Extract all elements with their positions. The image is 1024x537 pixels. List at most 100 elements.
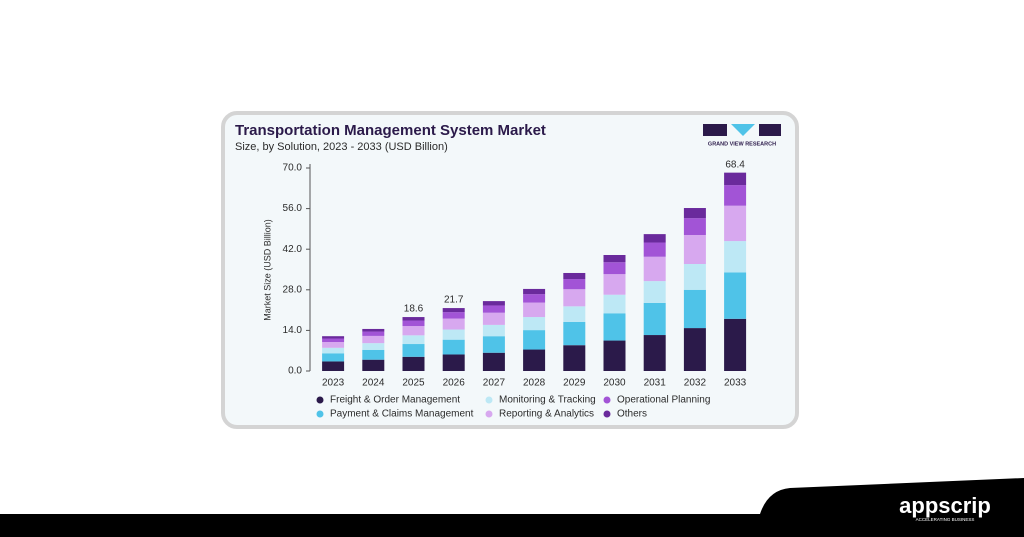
bar-segment [683, 208, 706, 219]
bar-segment [563, 321, 586, 346]
chart-subtitle: Size, by Solution, 2023 - 2033 (USD Bill… [235, 141, 448, 153]
bar-segment [362, 331, 385, 336]
x-tick-label: 2024 [362, 378, 385, 389]
y-axis-label: Market Size (USD Billion) [262, 219, 272, 321]
bar-segment [724, 185, 747, 206]
bar-segment [643, 281, 666, 303]
bar-segment [724, 241, 747, 273]
bar-segment [683, 234, 706, 264]
x-tick-label: 2030 [603, 378, 626, 389]
bar-segment [563, 289, 586, 307]
bar-segment [482, 336, 505, 353]
bar-segment [683, 218, 706, 235]
bar-segment [362, 335, 385, 344]
total-label: 18.6 [404, 304, 424, 315]
bar-segment [322, 338, 345, 342]
legend-swatch [603, 410, 611, 418]
y-tick-label: 0.0 [288, 366, 302, 377]
bar-segment [482, 324, 505, 337]
legend-label: Monitoring & Tracking [499, 395, 596, 406]
x-tick-label: 2029 [563, 378, 586, 389]
bar-segment [482, 312, 505, 325]
total-label: 68.4 [725, 159, 745, 170]
y-tick-label: 42.0 [283, 244, 303, 255]
bar-segment [603, 340, 626, 371]
legend-label: Freight & Order Management [330, 395, 460, 406]
bar-segment [362, 349, 385, 360]
bar-segment [402, 326, 425, 336]
bar-segment [523, 317, 546, 331]
bar-segment [482, 301, 505, 306]
bar-segment [643, 234, 666, 243]
bar-segment [482, 352, 505, 371]
x-tick-label: 2032 [684, 378, 707, 389]
legend-label: Others [617, 409, 647, 420]
logo-block [759, 124, 781, 136]
x-tick-label: 2031 [644, 378, 667, 389]
legend-swatch [485, 410, 493, 418]
legend-label: Operational Planning [617, 395, 710, 406]
bar-segment [402, 317, 425, 321]
logo-block [731, 124, 755, 136]
bar-segment [322, 361, 345, 371]
bar-segment [724, 318, 747, 371]
bar-segment [322, 342, 345, 348]
bar-segment [643, 256, 666, 282]
bar-segment [643, 242, 666, 257]
bar-segment [402, 344, 425, 357]
bar-segment [724, 272, 747, 319]
bar-segment [442, 339, 465, 355]
bar-segment [322, 336, 345, 339]
bar-segment [482, 305, 505, 313]
legend-swatch [316, 396, 324, 404]
bar-segment [523, 288, 546, 295]
footer-band [0, 478, 1024, 537]
brand-tagline: ACCELERATING BUSINESS [916, 517, 975, 522]
legend-swatch [603, 396, 611, 404]
chart-title: Transportation Management System Market [235, 122, 546, 139]
logo-block [703, 124, 727, 136]
bar-segment [442, 318, 465, 330]
bar-segment [442, 354, 465, 371]
brand-logo: appscrip [899, 493, 991, 518]
bar-segment [362, 343, 385, 350]
y-tick-label: 70.0 [283, 163, 303, 174]
bar-segment [523, 330, 546, 350]
x-tick-label: 2033 [724, 378, 747, 389]
x-tick-label: 2023 [322, 378, 345, 389]
bar-segment [322, 347, 345, 354]
bar-segment [322, 353, 345, 362]
bar-segment [402, 320, 425, 327]
bar-segment [402, 356, 425, 371]
bar-segment [563, 306, 586, 322]
bar-segment [523, 349, 546, 371]
bar-segment [683, 263, 706, 290]
x-tick-label: 2028 [523, 378, 546, 389]
bar-segment [402, 335, 425, 345]
chart-card [221, 111, 799, 429]
legend-label: Payment & Claims Management [330, 409, 474, 420]
bar-segment [603, 294, 626, 314]
y-tick-label: 14.0 [283, 325, 303, 336]
bar-segment [603, 313, 626, 341]
bar-segment [442, 312, 465, 319]
bar-segment [523, 294, 546, 303]
legend-swatch [485, 396, 493, 404]
bar-segment [683, 328, 706, 371]
bar-segment [563, 345, 586, 371]
gvr-logo: GRAND VIEW RESEARCH [703, 124, 781, 147]
legend-label: Reporting & Analytics [499, 409, 594, 420]
source-label: GRAND VIEW RESEARCH [708, 141, 776, 147]
y-tick-label: 56.0 [283, 203, 303, 214]
x-tick-label: 2027 [483, 378, 506, 389]
bar-segment [442, 308, 465, 313]
bar-segment [643, 302, 666, 336]
bar-segment [563, 279, 586, 290]
bar-segment [362, 359, 385, 371]
y-tick-label: 28.0 [283, 284, 303, 295]
bar-segment [563, 272, 586, 280]
bar-segment [603, 255, 626, 263]
total-label: 21.7 [444, 295, 464, 306]
